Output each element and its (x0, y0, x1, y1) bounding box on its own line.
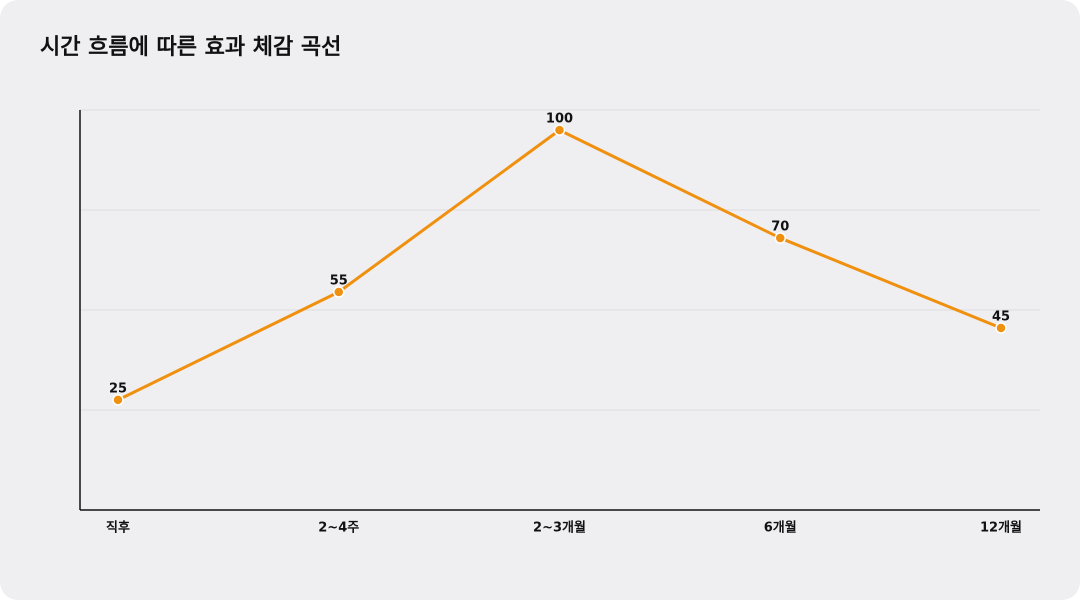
x-tick-label: 12개월 (980, 520, 1022, 536)
value-label: 45 (992, 309, 1010, 324)
chart-title: 시간 흐름에 따른 효과 체감 곡선 (40, 35, 341, 60)
point (553, 124, 566, 136)
x-tick-label: 6개월 (764, 520, 797, 536)
x-tick-label: 2~3개월 (533, 520, 586, 536)
point (112, 394, 124, 406)
x-tick-label: 2~4주 (318, 521, 359, 536)
value-label: 25 (109, 381, 127, 396)
value-label: 55 (330, 274, 348, 289)
x-tick-label: 직후 (106, 520, 130, 536)
value-label: 100 (546, 112, 573, 127)
value-label: 70 (771, 220, 789, 235)
point (774, 232, 786, 244)
point (333, 286, 345, 298)
point (995, 322, 1007, 334)
